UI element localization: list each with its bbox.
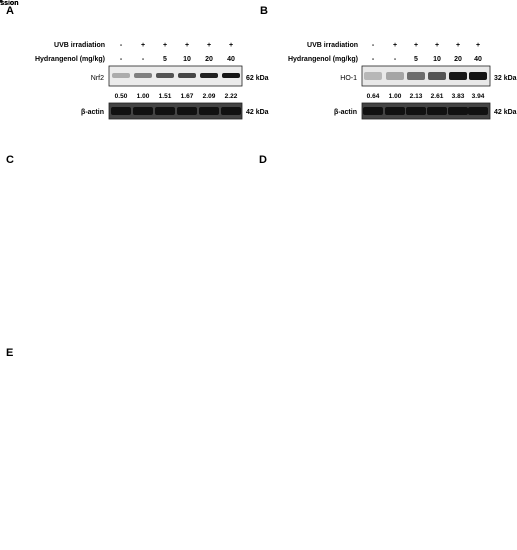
panel-b-loading-kda: 42 kDa [494, 109, 517, 116]
panel-a-ratio: 1.67 [181, 93, 194, 100]
panel-b-ratio: 1.00 [389, 93, 402, 100]
panel-b-ho1-band [469, 72, 487, 80]
panel-a-uvb-value: + [185, 42, 189, 49]
undefined-y-axis-title: Relative GCLC mRNAexpression [0, 0, 36, 7]
panel-a-dose-value: 10 [183, 56, 191, 63]
panel-b-ho1-band [449, 72, 467, 80]
panel-b-ho1-blot [361, 65, 491, 87]
panel-a-ratio: 2.09 [203, 93, 216, 100]
panel-b-dose-value: 40 [474, 56, 482, 63]
undefined-significance-label: *** [0, 0, 6, 2]
undefined-significance-label: *** [0, 0, 6, 2]
undefined-y-axis-title: Relative NQO-1 mRNAexpression [0, 0, 37, 7]
panel-b-protein-label: HO-1 [340, 75, 357, 82]
panel-e-letter: E [6, 347, 13, 359]
panel-b-dose-value: - [372, 56, 375, 63]
panel-b-ho1-band [386, 72, 404, 80]
panel-a-uvb-value: + [207, 42, 211, 49]
panel-b-ho1-band [407, 72, 425, 80]
panel-b-uvb-value: + [393, 42, 397, 49]
panel-b-actin-band [363, 107, 383, 115]
panel-a-nrf2-band [200, 73, 218, 78]
panel-b-ratio: 3.83 [452, 93, 465, 100]
panel-a-loading-label: β-actin [81, 109, 104, 116]
panel-a-actin-band [199, 107, 219, 115]
panel-b-dose-value: 5 [414, 56, 418, 63]
panel-b-ratio: 2.13 [410, 93, 423, 100]
panel-a-hydrangenol-label: Hydrangenol (mg/kg) [35, 56, 105, 63]
panel-a-actin-bands [111, 107, 241, 115]
panel-b-dose-value: 20 [454, 56, 462, 63]
panel-c-letter: C [6, 154, 14, 166]
undefined-significance-label: *** [0, 0, 6, 2]
panel-a-uvb-value: + [229, 42, 233, 49]
panel-a-ratio: 2.22 [225, 93, 238, 100]
panel-b-loading-label: β-actin [334, 109, 357, 116]
panel-b-actin-band [385, 107, 405, 115]
undefined-significance-label: *** [0, 0, 6, 2]
panel-d-letter: D [259, 154, 267, 166]
panel-b-ho1-band [364, 72, 382, 80]
panel-b-ho1-band [428, 72, 446, 80]
undefined-data-point [0, 0, 3, 3]
panel-a-nrf2-bands [112, 73, 240, 78]
undefined-y-axis-title: Relative GCLM mRNAexpression [0, 0, 36, 7]
panel-b-uvb-value: + [435, 42, 439, 49]
panel-a-uvb-label: UVB irradiation [54, 42, 105, 49]
panel-a-dose-value: 20 [205, 56, 213, 63]
panel-a-protein-label: Nrf2 [91, 75, 104, 82]
panel-a-nrf2-band [178, 73, 196, 78]
panel-a-protein-kda: 62 kDa [246, 75, 269, 82]
panel-a-ratio: 1.00 [137, 93, 150, 100]
panel-b-ratio: 0.64 [367, 93, 380, 100]
panel-b-ho1-bands [364, 72, 487, 80]
panel-b-hydrangenol-label: Hydrangenol (mg/kg) [288, 56, 358, 63]
panel-b-uvb-label: UVB irradiation [307, 42, 358, 49]
panel-a-nrf2-band [222, 73, 240, 78]
panel-a-actin-band [133, 107, 153, 115]
panel-a-ratio: 1.51 [159, 93, 172, 100]
panel-b-ratio: 2.61 [431, 93, 444, 100]
panel-b-uvb-value: - [372, 42, 375, 49]
panel-a-nrf2-blot [108, 65, 243, 87]
panel-e-chart: 0.00.51.01.52.0Relative GCLC mRNAexpress… [0, 0, 36, 7]
panel-a-actin-band [221, 107, 241, 115]
panel-a-dose-value: - [120, 56, 123, 63]
panel-b-dose-value: - [394, 56, 397, 63]
panel-a-dose-value: - [142, 56, 145, 63]
panel-a-uvb-value: + [141, 42, 145, 49]
panel-b-actin-band [448, 107, 468, 115]
panel-a-nrf2-band [156, 73, 174, 78]
panel-a-ratio: 0.50 [115, 93, 128, 100]
panel-b-actin-band [427, 107, 447, 115]
panel-a-loading-kda: 42 kDa [246, 109, 269, 116]
panel-a-uvb-value: + [163, 42, 167, 49]
panel-a-dose-value: 5 [163, 56, 167, 63]
panel-a-actin-band [177, 107, 197, 115]
panel-b-protein-kda: 32 kDa [494, 75, 517, 82]
panel-a-actin-band [111, 107, 131, 115]
panel-b-ratio: 3.94 [472, 93, 485, 100]
panel-b-uvb-value: + [456, 42, 460, 49]
panel-b-actin-band [468, 107, 488, 115]
panel-a-dose-value: 40 [227, 56, 235, 63]
panel-b-uvb-value: + [414, 42, 418, 49]
panel-a-actin-band [155, 107, 175, 115]
undefined-significance-label: *** [0, 0, 6, 2]
panel-b-actin-bands [363, 107, 488, 115]
panel-a-letter: A [6, 5, 14, 17]
panel-b-dose-value: 10 [433, 56, 441, 63]
panel-a-nrf2-band [112, 73, 130, 78]
panel-b-letter: B [260, 5, 268, 17]
undefined-significance-label: *** [0, 0, 6, 2]
panel-b-uvb-value: + [476, 42, 480, 49]
panel-a-uvb-value: - [120, 42, 123, 49]
panel-a-nrf2-band [134, 73, 152, 78]
panel-b-actin-band [406, 107, 426, 115]
